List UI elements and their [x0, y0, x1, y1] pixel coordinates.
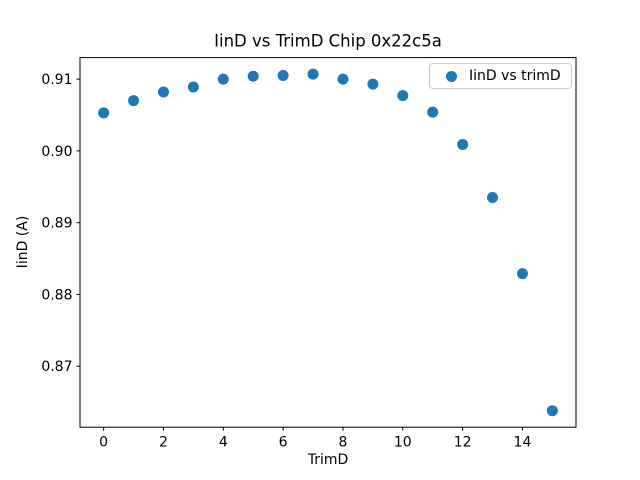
data-point: [487, 192, 499, 204]
data-point: [217, 73, 229, 85]
y-tick-label: 0.88: [41, 287, 72, 303]
legend-label: IinD vs trimD: [469, 68, 561, 84]
data-point: [307, 68, 319, 80]
data-point: [397, 90, 409, 102]
legend: IinD vs trimD: [429, 63, 572, 89]
x-tick-label: 4: [219, 435, 228, 451]
y-axis-label: IinD (A): [15, 215, 31, 269]
x-axis-label: TrimD: [307, 452, 349, 468]
data-point: [427, 106, 439, 118]
data-point: [157, 86, 169, 98]
x-tick-label: 0: [99, 435, 108, 451]
x-tick-label: 12: [454, 435, 472, 451]
data-point: [337, 73, 349, 85]
legend-scatter-marker-icon: [446, 70, 457, 82]
data-point: [367, 78, 379, 90]
data-point: [247, 70, 259, 82]
y-tick-label: 0.87: [41, 359, 72, 375]
y-tick-label: 0.91: [41, 72, 72, 88]
x-tick-label: 14: [514, 435, 532, 451]
x-tick-label: 10: [394, 435, 412, 451]
x-tick-label: 8: [338, 435, 347, 451]
data-point: [457, 138, 469, 150]
axes-frame: [79, 57, 577, 428]
data-point: [277, 70, 289, 82]
data-point: [516, 268, 528, 280]
data-point: [128, 95, 140, 107]
data-point: [187, 81, 199, 93]
y-tick-label: 0.90: [41, 144, 72, 160]
x-tick-label: 6: [279, 435, 288, 451]
y-tick-label: 0.89: [41, 216, 72, 232]
chart-title: IinD vs TrimD Chip 0x22c5a: [214, 31, 442, 51]
data-point: [546, 405, 558, 417]
data-point: [98, 107, 110, 119]
x-tick-label: 2: [159, 435, 168, 451]
